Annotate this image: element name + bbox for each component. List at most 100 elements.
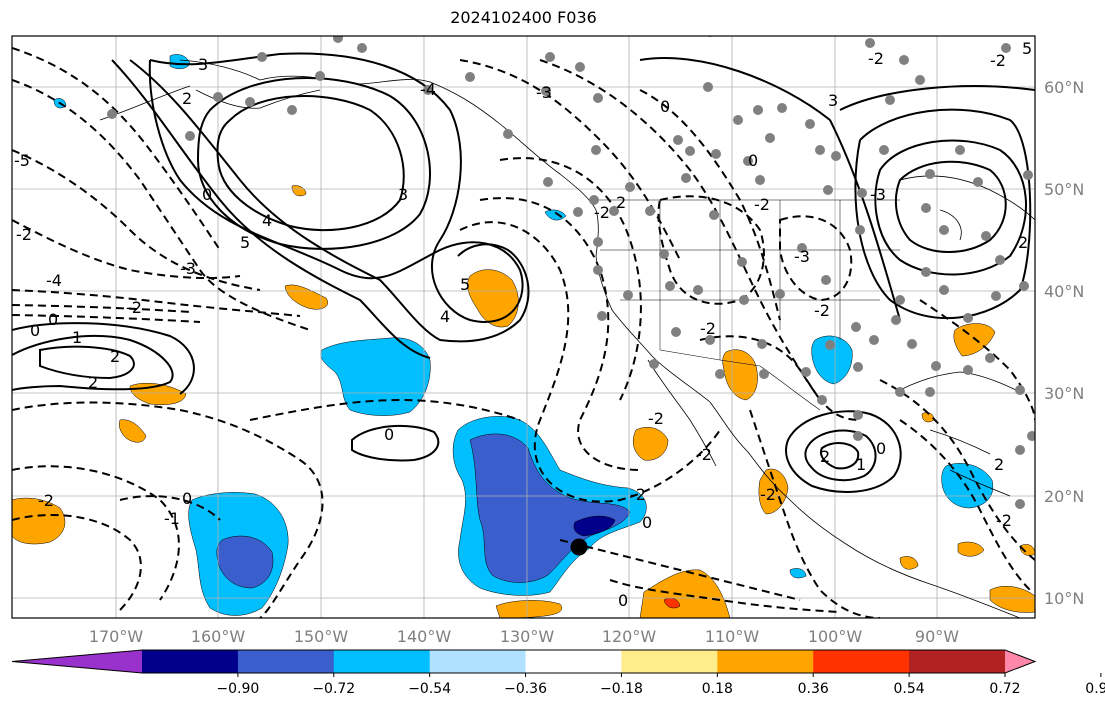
lat-label: 20°N [1044,487,1084,506]
positive-anomaly-area [495,600,563,618]
contour-label: -3 [870,185,886,204]
negative-contour [609,579,841,613]
contour-label: -2 [648,409,664,428]
very-strong-negative-anomaly-area [573,515,616,537]
colorbar-segment [525,650,622,673]
colorbar-tick-label: 0.54 [894,681,925,697]
positive-anomaly-area [989,586,1035,613]
positive-anomaly-area [639,569,731,618]
positive-contour [12,335,174,391]
contour-label: -2 [594,203,610,222]
negative-anomaly-area [789,568,807,579]
contour-label: -5 [14,151,30,170]
map-title: 2024102400 F036 [450,8,597,27]
lon-label: 170°W [89,627,144,646]
storm-location-marker [570,538,588,556]
contour-label: -2 [990,51,1006,70]
map-panel: 3 2 5 4 3 0 4 5 -3 -2 0 -4 -2 0 1 2 2 0 … [12,36,1035,618]
lat-label: 50°N [1044,180,1084,199]
contour-label: 0 [618,591,628,610]
contour-label: -2 [814,301,830,320]
contour-label: -3 [536,83,552,102]
colorbar [11,649,1037,674]
positive-contour [854,108,1032,320]
positive-contour [894,160,1007,253]
contour-label: -3 [794,247,810,266]
positive-anomaly-area [467,269,519,328]
negative-contour [699,335,861,421]
colorbar-ticks: −0.90 −0.72 −0.54 −0.36 −0.18 0.18 0.36 0.54 0.7… [216,673,1105,697]
negative-contour [539,59,821,401]
colorbar-segment [333,650,431,673]
contour-label: -2 [700,319,716,338]
lon-label: 90°W [915,627,959,646]
contour-label: 2 [616,193,626,212]
positive-anomaly-area [722,349,758,401]
lon-label: 140°W [397,627,452,646]
negative-contour [12,465,180,601]
contour-label: 5 [240,233,250,252]
positive-contour [829,85,1035,321]
positive-anomaly-area [1019,544,1035,556]
latitude-labels: 60°N 50°N 40°N 30°N 20°N 10°N [1044,78,1084,608]
longitude-labels: 170°W 160°W 150°W 140°W 130°W 120°W 110°… [89,627,959,646]
colorbar-tick-label: −0.72 [312,681,355,697]
contour-label: 0 [202,185,212,204]
colorbar-extend-high [1005,650,1035,673]
negative-contour [479,197,641,471]
lat-label: 60°N [1044,78,1084,97]
gulf-coast-outline [899,371,1021,497]
contour-label: 2 [110,347,120,366]
colorbar-tick-label: −0.18 [600,681,643,697]
negative-contour [119,495,221,521]
positive-contour [196,77,431,250]
colorbar-segment [621,650,718,673]
colorbar-segment [813,650,910,673]
contour-label: -3 [180,259,196,278]
colorbar-tick-label: 0.72 [989,681,1020,697]
us-mexico-border [659,349,821,411]
positive-contour [216,95,405,232]
positive-anomaly-area [119,419,147,443]
lon-label: 150°W [294,627,349,646]
contour-labels: 3 2 5 4 3 0 4 5 -3 -2 0 -4 -2 0 1 2 2 0 … [14,39,1032,610]
colorbar-segment [909,650,1006,673]
colorbar-segment [429,650,527,673]
colorbar-segment [717,650,814,673]
contour-label: 2 [820,447,830,466]
contour-label: -4 [46,271,62,290]
negative-contour [879,379,1035,561]
lon-label: 130°W [500,627,555,646]
contour-label: 5 [460,275,470,294]
positive-anomaly-area [291,185,307,197]
negative-contour [12,289,301,317]
contour-label: 0 [30,321,40,340]
positive-contour [39,345,135,380]
positive-contour [804,429,877,482]
dashed-contours [12,47,1035,618]
contour-label: -1 [164,509,180,528]
positive-contour [820,442,860,470]
colorbar-tick-label: 0.90 [1085,681,1105,697]
colorbar-tick-label: −0.54 [408,681,451,697]
negative-anomaly-area [320,337,431,416]
colorbar-segment [142,650,239,673]
negative-anomaly-area [811,335,853,385]
strong-negative-anomaly-area [216,535,274,589]
colorbar-outline [11,649,1037,674]
negative-contour [639,89,781,321]
negative-contour [12,513,142,611]
positive-contour [148,52,524,323]
contour-label: -2 [16,225,32,244]
negative-contour [749,409,881,618]
negative-contour [559,539,801,601]
map-frame [11,35,1036,619]
station-markers [107,36,1035,509]
contour-label: 5 [1022,39,1032,58]
lon-label: 120°W [602,627,657,646]
contour-label: 3 [398,185,408,204]
contour-label: -2 [754,195,770,214]
lat-label: 10°N [1044,589,1084,608]
lat-label: 40°N [1044,282,1084,301]
negative-contour [459,59,681,261]
